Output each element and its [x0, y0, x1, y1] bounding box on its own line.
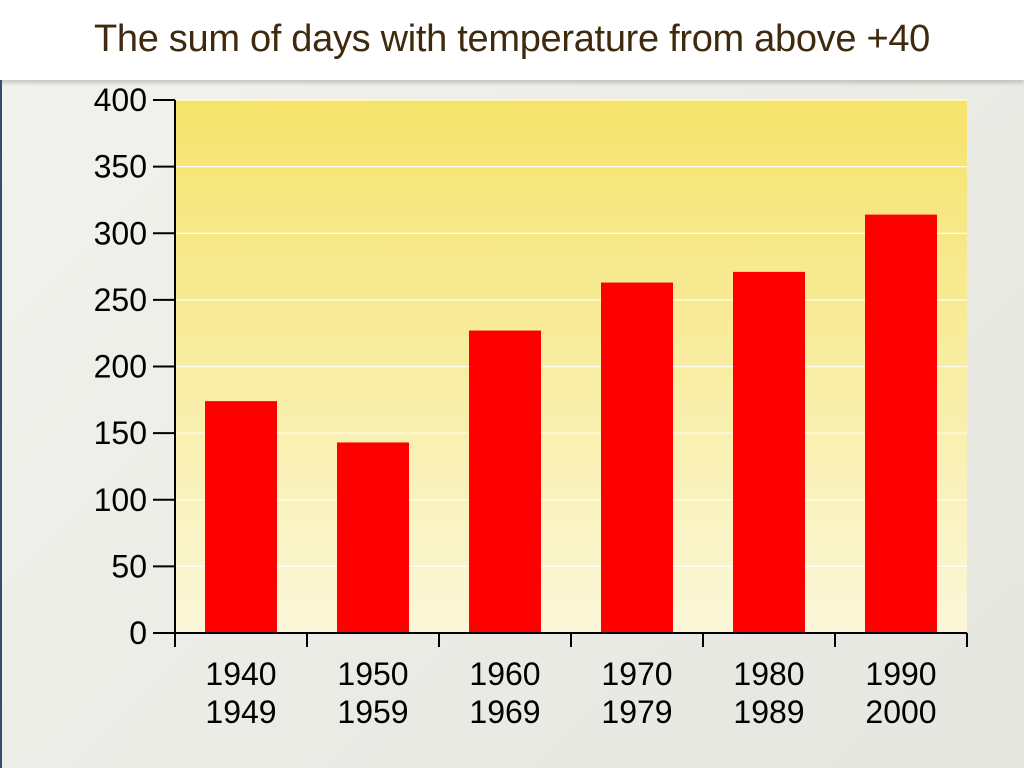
y-tick-label: 250 — [94, 282, 147, 318]
x-tick-label: 1990 — [865, 656, 936, 692]
bars — [205, 214, 937, 633]
y-tick-labels: 0 50 100 150 200 250 300 350 400 — [94, 82, 147, 651]
bar — [601, 282, 673, 633]
x-tick-label: 1960 — [469, 656, 540, 692]
bar — [469, 330, 541, 633]
x-tick-label: 1970 — [601, 656, 672, 692]
y-tick-label: 50 — [111, 548, 147, 584]
x-tick-label: 2000 — [865, 694, 936, 730]
bar — [865, 214, 937, 633]
x-tick-label: 1989 — [733, 694, 804, 730]
axes — [153, 99, 968, 647]
bar — [205, 401, 277, 633]
y-tick-label: 300 — [94, 215, 147, 251]
y-tick-label: 100 — [94, 482, 147, 518]
title-bar: The sum of days with temperature from ab… — [0, 0, 1024, 80]
slide-title: The sum of days with temperature from ab… — [93, 18, 931, 60]
y-tick-label: 200 — [94, 349, 147, 385]
slide-left-edge — [0, 80, 2, 768]
bar — [733, 271, 805, 633]
y-tick-label: 350 — [94, 149, 147, 185]
x-tick-label: 1959 — [337, 694, 408, 730]
x-tick-label: 1980 — [733, 656, 804, 692]
y-tick-label: 0 — [129, 615, 147, 651]
y-tick-label: 400 — [94, 82, 147, 118]
x-tick-label: 1979 — [601, 694, 672, 730]
x-tick-label: 1969 — [469, 694, 540, 730]
x-tick-label: 1950 — [337, 656, 408, 692]
x-tick-label: 1940 — [205, 656, 276, 692]
grid-lines — [175, 99, 967, 567]
bar — [337, 442, 409, 633]
y-tick-label: 150 — [94, 415, 147, 451]
x-tick-label: 1949 — [205, 694, 276, 730]
